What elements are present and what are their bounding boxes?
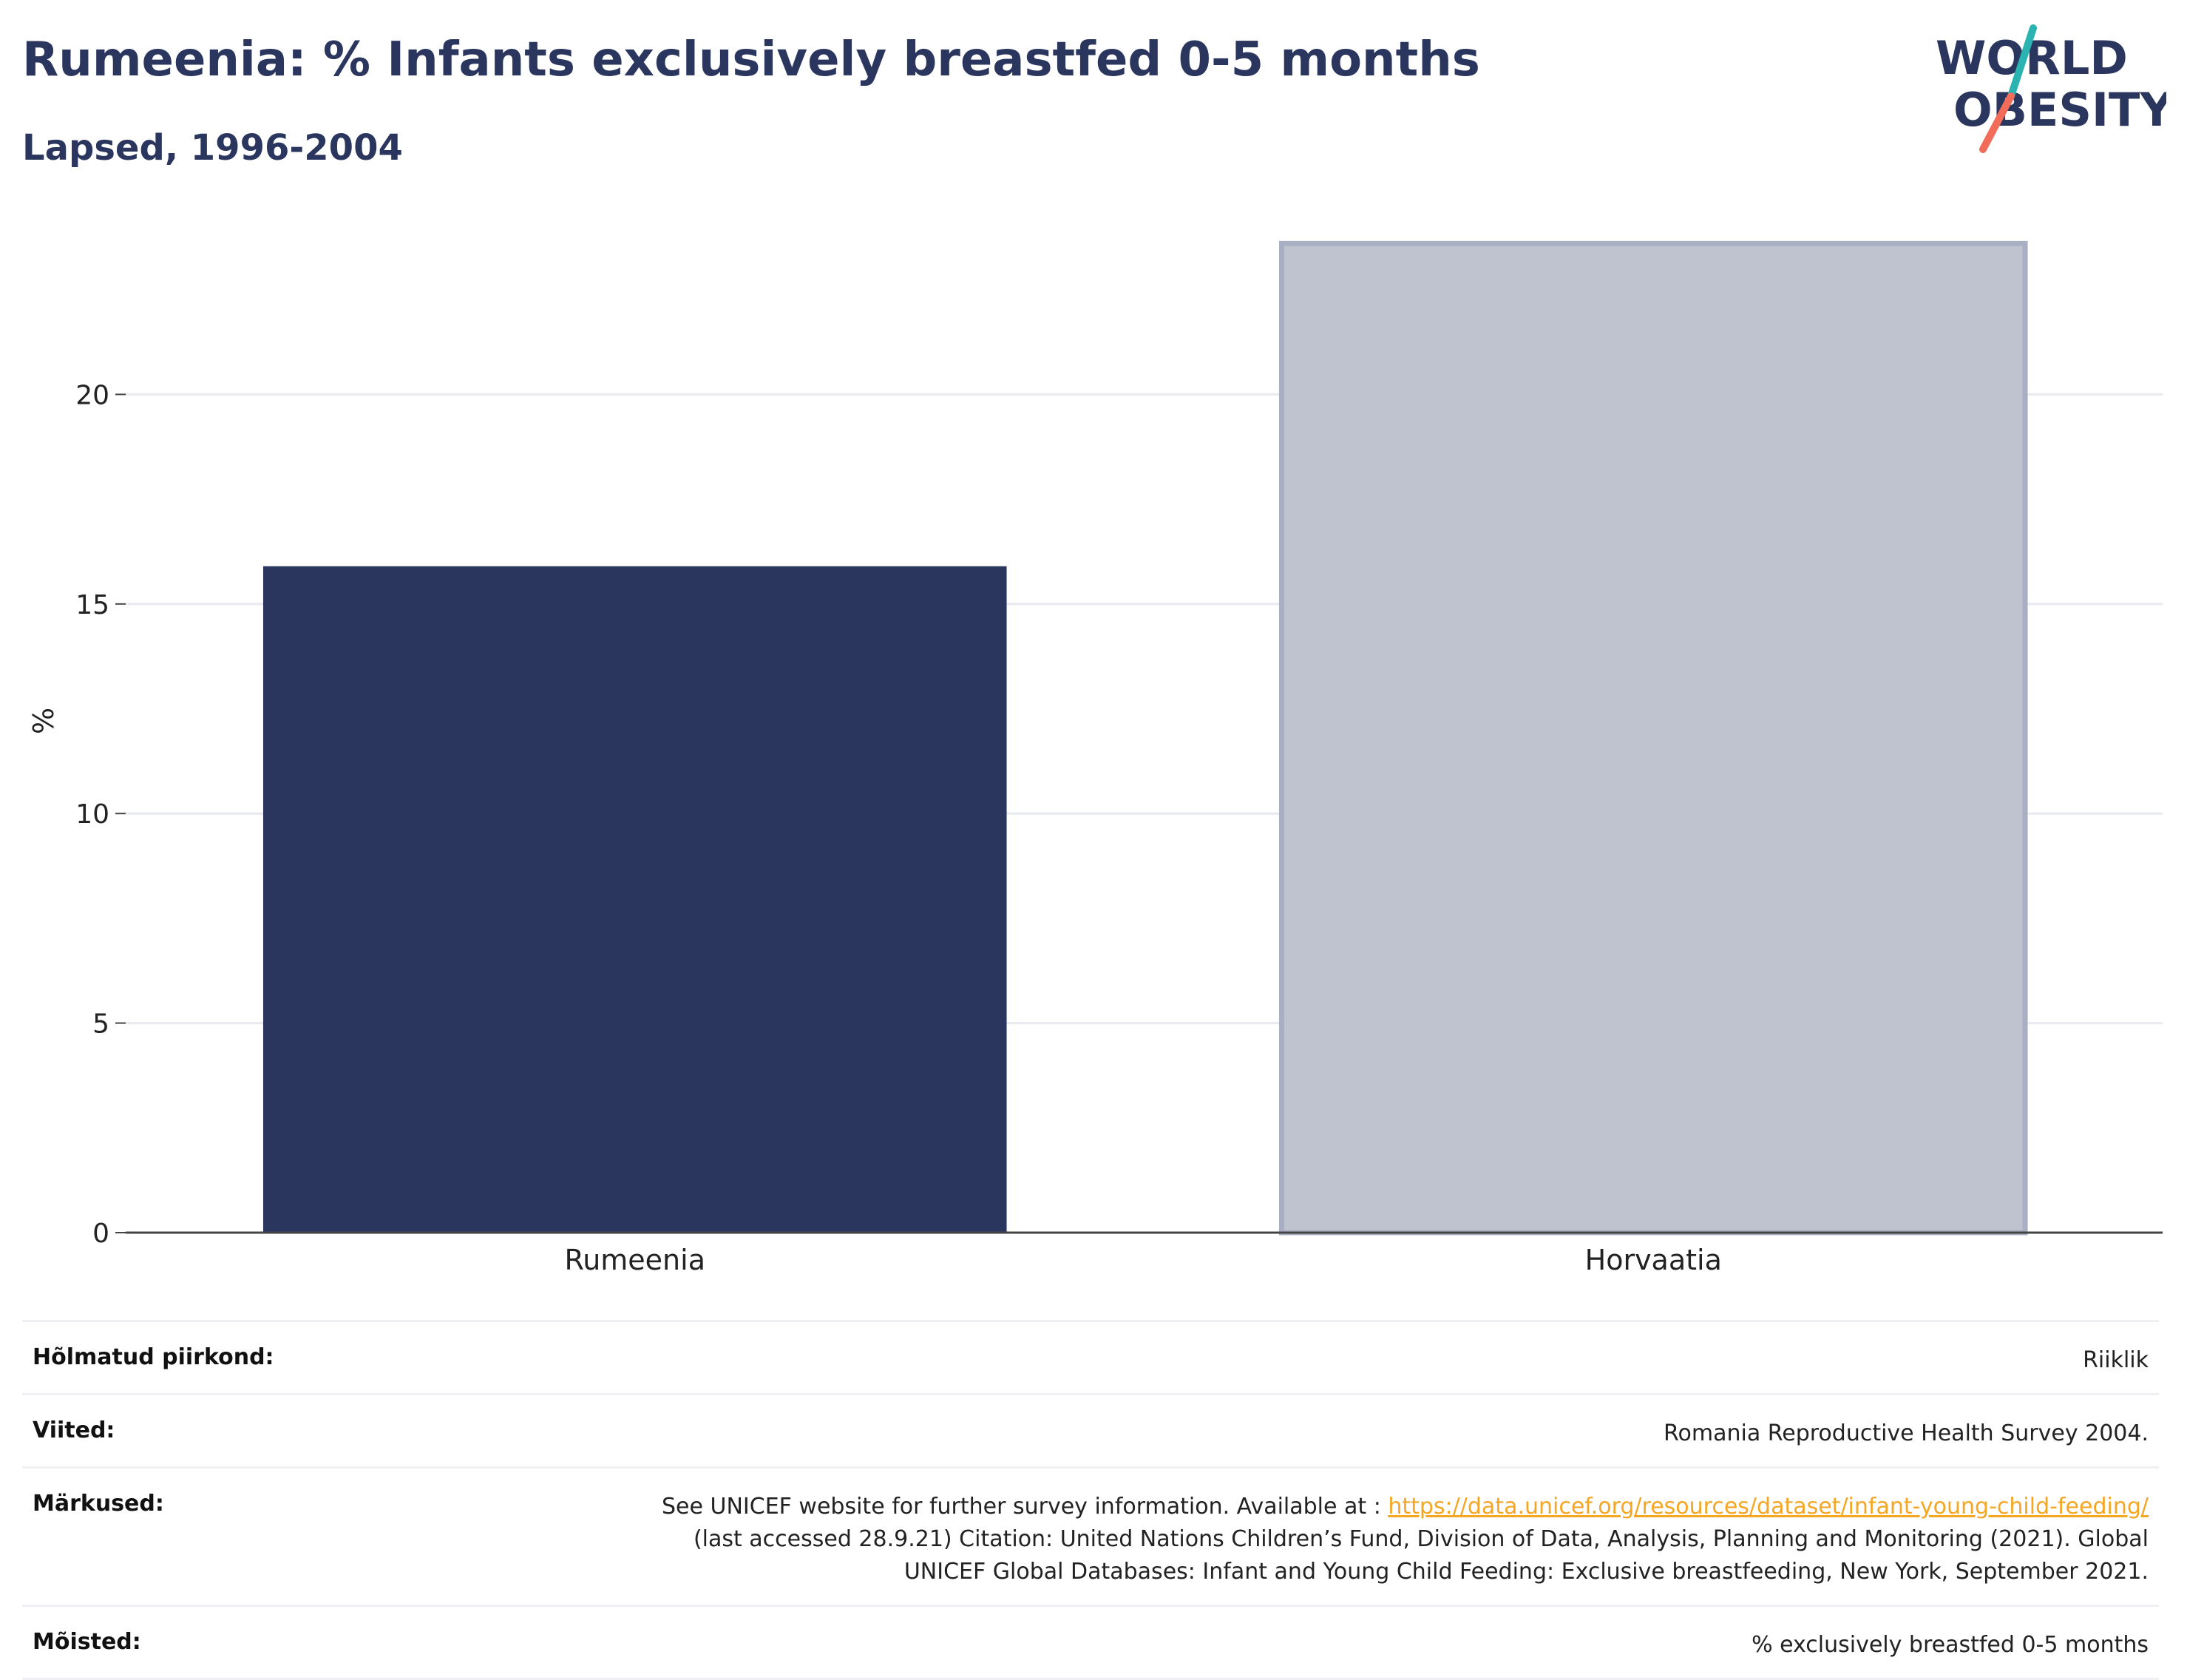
meta-notes-label: Märkused: [33,1491,164,1517]
y-axis-label: % [27,708,60,734]
meta-row-definitions: Mõisted: % exclusively breastfed 0-5 mon… [22,1607,2159,1680]
meta-references-label: Viited: [33,1418,115,1443]
meta-row-notes: Märkused: See UNICEF website for further… [22,1469,2159,1607]
meta-notes-value: See UNICEF website for further survey in… [662,1491,2149,1588]
axes: 0 5 10 15 20 Rumeenia Horvaatia [75,380,2163,1276]
x-tick-label: Rumeenia [565,1244,705,1276]
logo-slash-top [2007,24,2037,100]
x-tick-label: Horvaatia [1585,1244,1722,1276]
chart-subtitle: Lapsed, 1996-2004 [22,127,403,169]
bar-rumeenia[interactable] [262,566,1007,1233]
bars [262,240,2028,1236]
y-tick-label: 10 [75,799,109,830]
metadata-table: Hõlmatud piirkond: Riiklik Viited: Roman… [22,1320,2159,1680]
y-tick-label: 15 [75,590,109,620]
meta-area-value: Riiklik [2083,1347,2149,1373]
meta-row-area: Hõlmatud piirkond: Riiklik [22,1322,2159,1395]
logo-slash-bottom [1979,92,2015,153]
bar-chart: 0 5 10 15 20 Rumeenia Horvaatia % [27,240,2163,1276]
bar-horvaatia[interactable] [1278,240,2028,1236]
meta-definitions-label: Mõisted: [33,1629,141,1655]
unicef-link[interactable]: https://data.unicef.org/resources/datase… [1388,1494,2149,1520]
meta-definitions-value: % exclusively breastfed 0-5 months [1752,1632,2149,1658]
logo-word-obesity: OBESITY [1953,83,2166,137]
y-tick-label: 0 [92,1219,109,1249]
meta-notes-line2: (last accessed 28.9.21) Citation: United… [693,1526,2149,1552]
world-obesity-logo: WORLD OBESITY [1936,24,2166,153]
y-tick-label: 20 [75,380,109,410]
meta-references-value: Romania Reproductive Health Survey 2004. [1664,1420,2149,1446]
meta-notes-prefix: See UNICEF website for further survey in… [662,1494,1389,1520]
chart-title: Rumeenia: % Infants exclusively breastfe… [22,33,1480,87]
meta-row-references: Viited: Romania Reproductive Health Surv… [22,1395,2159,1469]
meta-area-label: Hõlmatud piirkond: [33,1344,274,1370]
y-tick-label: 5 [92,1009,109,1040]
meta-notes-line3: UNICEF Global Databases: Infant and Youn… [903,1559,2149,1585]
